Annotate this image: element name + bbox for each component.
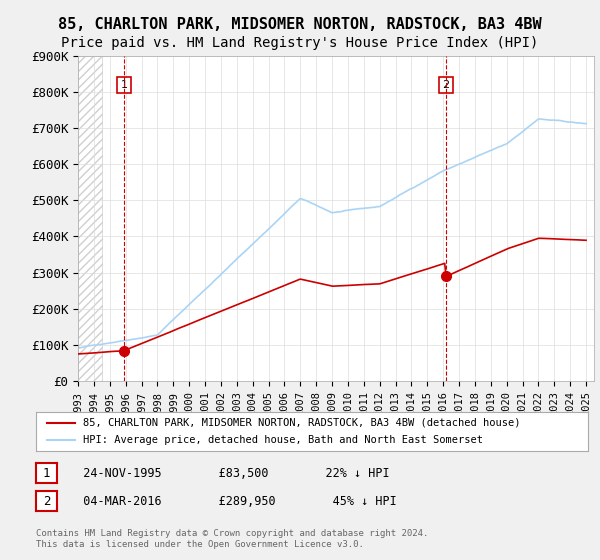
Text: 2: 2 xyxy=(43,494,50,508)
Text: 24-NOV-1995        £83,500        22% ↓ HPI: 24-NOV-1995 £83,500 22% ↓ HPI xyxy=(69,466,389,480)
Text: 1: 1 xyxy=(43,466,50,480)
Text: 85, CHARLTON PARK, MIDSOMER NORTON, RADSTOCK, BA3 4BW (detached house): 85, CHARLTON PARK, MIDSOMER NORTON, RADS… xyxy=(83,418,520,428)
Text: 1: 1 xyxy=(121,80,128,90)
Text: Price paid vs. HM Land Registry's House Price Index (HPI): Price paid vs. HM Land Registry's House … xyxy=(61,36,539,50)
Text: 2: 2 xyxy=(442,80,449,90)
Text: HPI: Average price, detached house, Bath and North East Somerset: HPI: Average price, detached house, Bath… xyxy=(83,435,483,445)
Text: Contains HM Land Registry data © Crown copyright and database right 2024.
This d: Contains HM Land Registry data © Crown c… xyxy=(36,529,428,549)
Polygon shape xyxy=(78,56,102,381)
Text: 85, CHARLTON PARK, MIDSOMER NORTON, RADSTOCK, BA3 4BW: 85, CHARLTON PARK, MIDSOMER NORTON, RADS… xyxy=(58,17,542,32)
Text: 04-MAR-2016        £289,950        45% ↓ HPI: 04-MAR-2016 £289,950 45% ↓ HPI xyxy=(69,494,397,508)
